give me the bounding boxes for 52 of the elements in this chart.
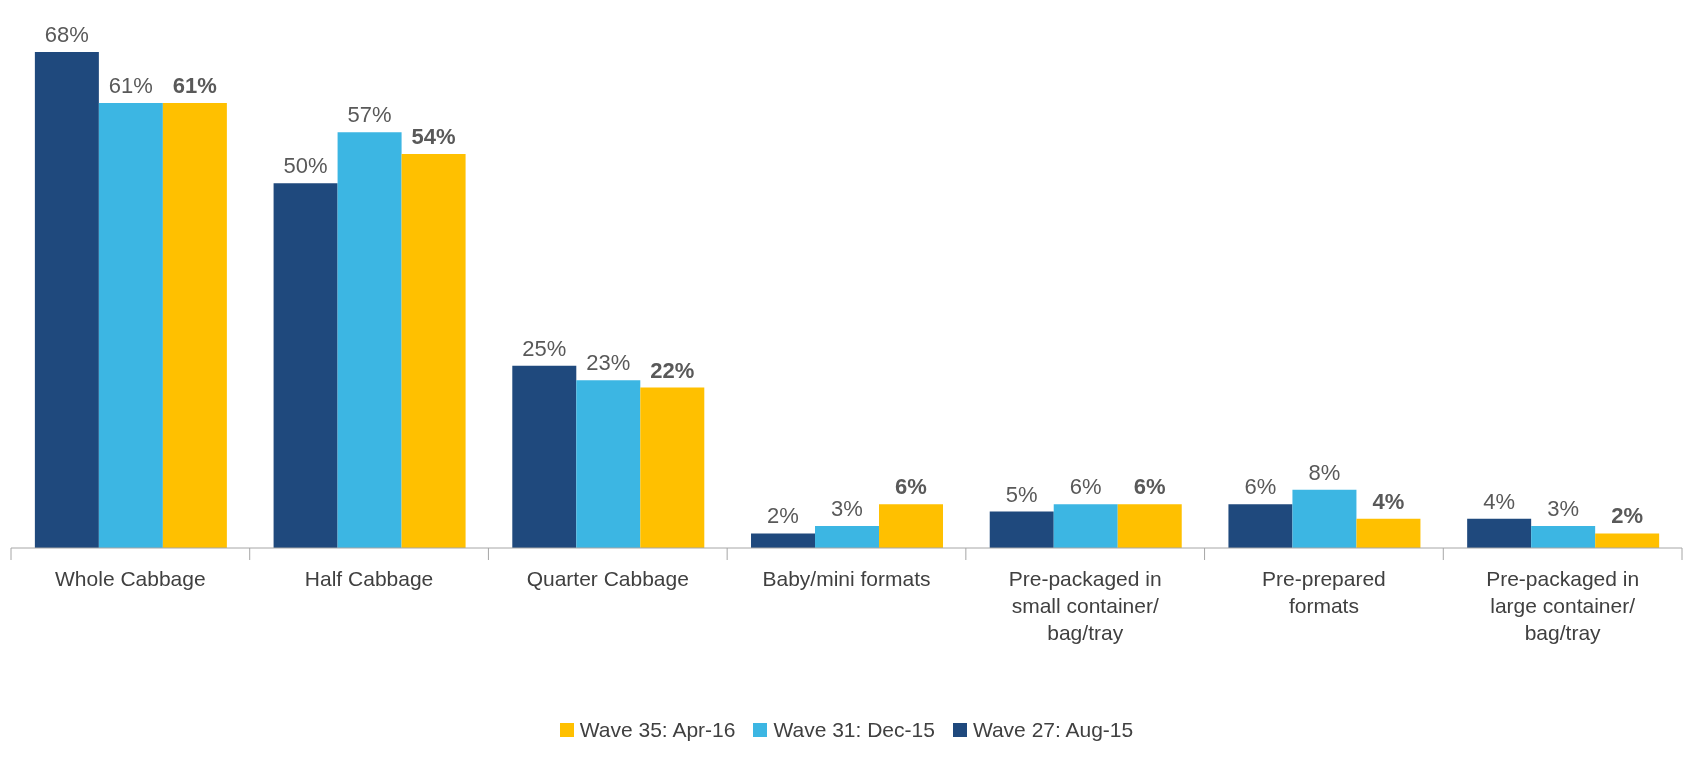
legend-label: Wave 35: Apr-16 [579, 718, 736, 742]
data-label: 57% [347, 102, 392, 128]
data-label: 6% [1244, 474, 1277, 500]
x-tick-label: Half Cabbage [304, 567, 434, 590]
data-label: 3% [831, 496, 863, 522]
bar [1053, 504, 1118, 548]
data-label: 4% [1372, 488, 1405, 514]
x-tick-label: Pre-packaged in small container/ bag/tray [1008, 567, 1162, 644]
bar [1356, 518, 1421, 548]
data-label: 3% [1547, 496, 1580, 522]
data-label: 25% [522, 335, 567, 361]
bar [337, 132, 402, 548]
x-tick-label: Quarter Cabbage [526, 567, 689, 590]
data-label: 8% [1308, 459, 1341, 485]
x-tick-label: Pre-packaged in large container/ bag/tray [1486, 567, 1640, 644]
data-label: 68% [44, 22, 89, 47]
bar [98, 103, 163, 548]
bar [1595, 533, 1660, 548]
x-tick-label: Pre-prepared formats [1262, 567, 1386, 617]
data-label: 61% [172, 73, 217, 99]
data-label: 6% [1133, 474, 1166, 500]
bar [1228, 504, 1293, 548]
data-label: 2% [767, 503, 799, 529]
bar [401, 154, 466, 548]
bar [1292, 489, 1357, 548]
bar [989, 511, 1054, 548]
bar [879, 504, 944, 548]
x-tick-label: Baby/mini formats [762, 567, 931, 590]
data-label: 54% [411, 124, 456, 150]
bar [815, 526, 880, 548]
data-label: 61% [108, 73, 153, 99]
bar [1531, 526, 1596, 548]
data-label: 5% [1005, 481, 1038, 507]
bar [640, 387, 705, 548]
bar [512, 365, 577, 548]
data-label: 22% [650, 357, 695, 383]
legend-label: Wave 31: Dec-15 [773, 718, 935, 742]
bar [576, 380, 641, 548]
data-label: 6% [1069, 474, 1102, 500]
data-label: 2% [1611, 503, 1644, 529]
data-label: 4% [1483, 488, 1516, 514]
legend-label: Wave 27: Aug-15 [972, 718, 1134, 742]
data-label: 6% [895, 474, 927, 500]
x-tick-label: Whole Cabbage [55, 567, 206, 590]
bar [1117, 504, 1182, 548]
bar [751, 533, 816, 548]
bar [162, 103, 227, 548]
bar [273, 183, 338, 548]
bar [1467, 518, 1532, 548]
data-label: 23% [586, 350, 631, 376]
bar [34, 52, 99, 548]
data-label: 50% [283, 153, 328, 179]
